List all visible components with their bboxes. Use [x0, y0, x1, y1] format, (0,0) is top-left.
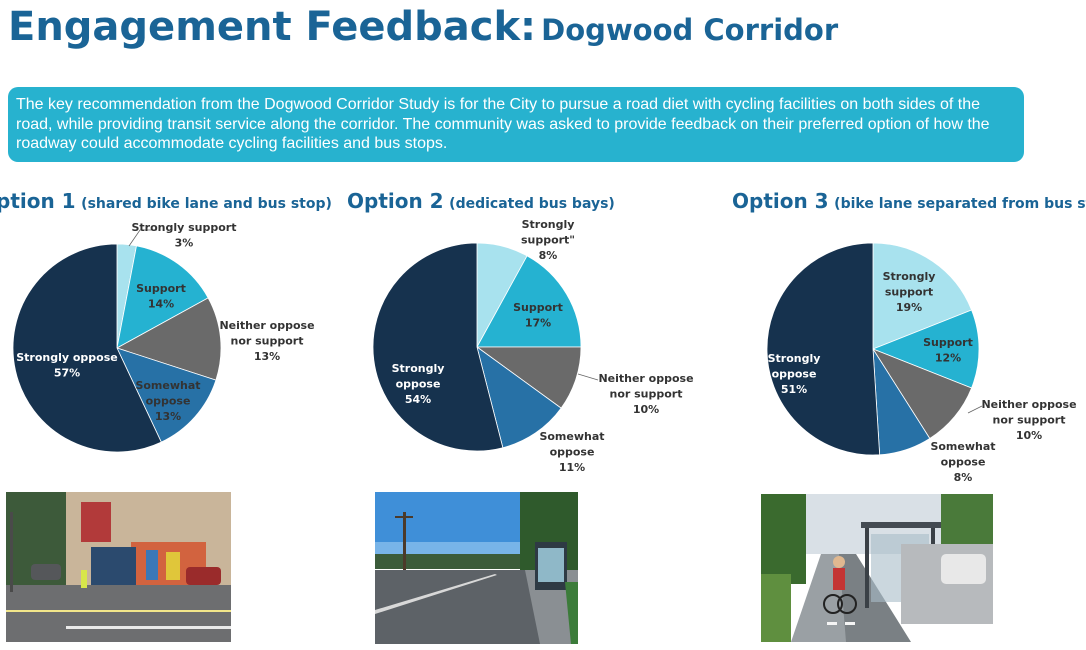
option-1-photo	[6, 492, 231, 642]
pie-1-label-neither: Neither oppose nor support 13%	[219, 319, 314, 363]
pie-2-label-strongly-oppose: Strongly oppose 54%	[392, 362, 445, 406]
option-2-photo	[375, 492, 578, 644]
page-title-main: Engagement Feedback:	[8, 4, 537, 50]
option-3-title: Option 3	[732, 189, 829, 213]
pie-3-label-strongly-support: Strongly support 19%	[883, 270, 936, 314]
option-2-title: Option 2	[347, 189, 444, 213]
pie-1-label-strongly-oppose: Strongly oppose 57%	[16, 351, 118, 380]
pie-1-label-support: Support 14%	[136, 282, 186, 311]
pie-3-slice-strongly-oppose	[766, 242, 881, 456]
option-2-heading: Option 2 (dedicated bus bays)	[347, 189, 615, 213]
pie-2-label-somewhat-oppose: Somewhat oppose 11%	[539, 430, 604, 474]
pie-2-label-neither: Neither oppose nor support 10%	[598, 372, 693, 416]
intro-text: The key recommendation from the Dogwood …	[16, 96, 990, 152]
pie-1-slice-somewhat-oppose	[116, 347, 217, 443]
pie-2-label-strongly-support: Strongly support" 8%	[521, 218, 575, 262]
pie-2-slice-strongly-oppose	[372, 242, 504, 452]
pie-1-label-somewhat-oppose: Somewhat oppose 13%	[135, 379, 200, 423]
page-title-sub: Dogwood Corridor	[541, 13, 839, 47]
pie-1-slice-strongly-oppose	[12, 243, 162, 453]
option-3-subtitle: (bike lane separated from bus stop)	[834, 196, 1086, 212]
pie-1-slice-neither	[115, 297, 222, 381]
pie-1-leader-strongly-support	[128, 229, 157, 247]
pie-3-label-strongly-oppose: Strongly oppose 51%	[768, 352, 821, 396]
page-title: Engagement Feedback: Dogwood Corridor	[8, 4, 838, 50]
intro-banner: The key recommendation from the Dogwood …	[8, 87, 1024, 162]
option-1-heading: ption 1 (shared bike lane and bus stop)	[0, 189, 332, 213]
option-3-heading: Option 3 (bike lane separated from bus s…	[732, 189, 1086, 213]
pie-3-slice-strongly-support	[872, 242, 973, 350]
pie-3-label-somewhat-oppose: Somewhat oppose 8%	[930, 440, 995, 484]
option-1-subtitle: (shared bike lane and bus stop)	[81, 196, 332, 212]
pie-2-slice-support	[476, 255, 582, 348]
pie-3-label-neither: Neither oppose nor support 10%	[981, 398, 1076, 442]
pie-1-label-strongly-support: Strongly support 3%	[131, 221, 236, 250]
pie-2-leader-neither	[577, 373, 599, 381]
option-3-photo	[761, 494, 993, 642]
pie-3-label-support: Support 12%	[923, 336, 973, 365]
pie-1-slice-support	[116, 245, 209, 349]
option-2-subtitle: (dedicated bus bays)	[449, 196, 615, 212]
pie-3-leader-neither	[967, 405, 983, 414]
option-1-title: ption 1	[0, 189, 76, 213]
pie-2-slice-somewhat-oppose	[476, 346, 562, 449]
pie-3-slice-support	[871, 309, 980, 389]
pie-2-label-support: Support 17%	[513, 301, 563, 330]
